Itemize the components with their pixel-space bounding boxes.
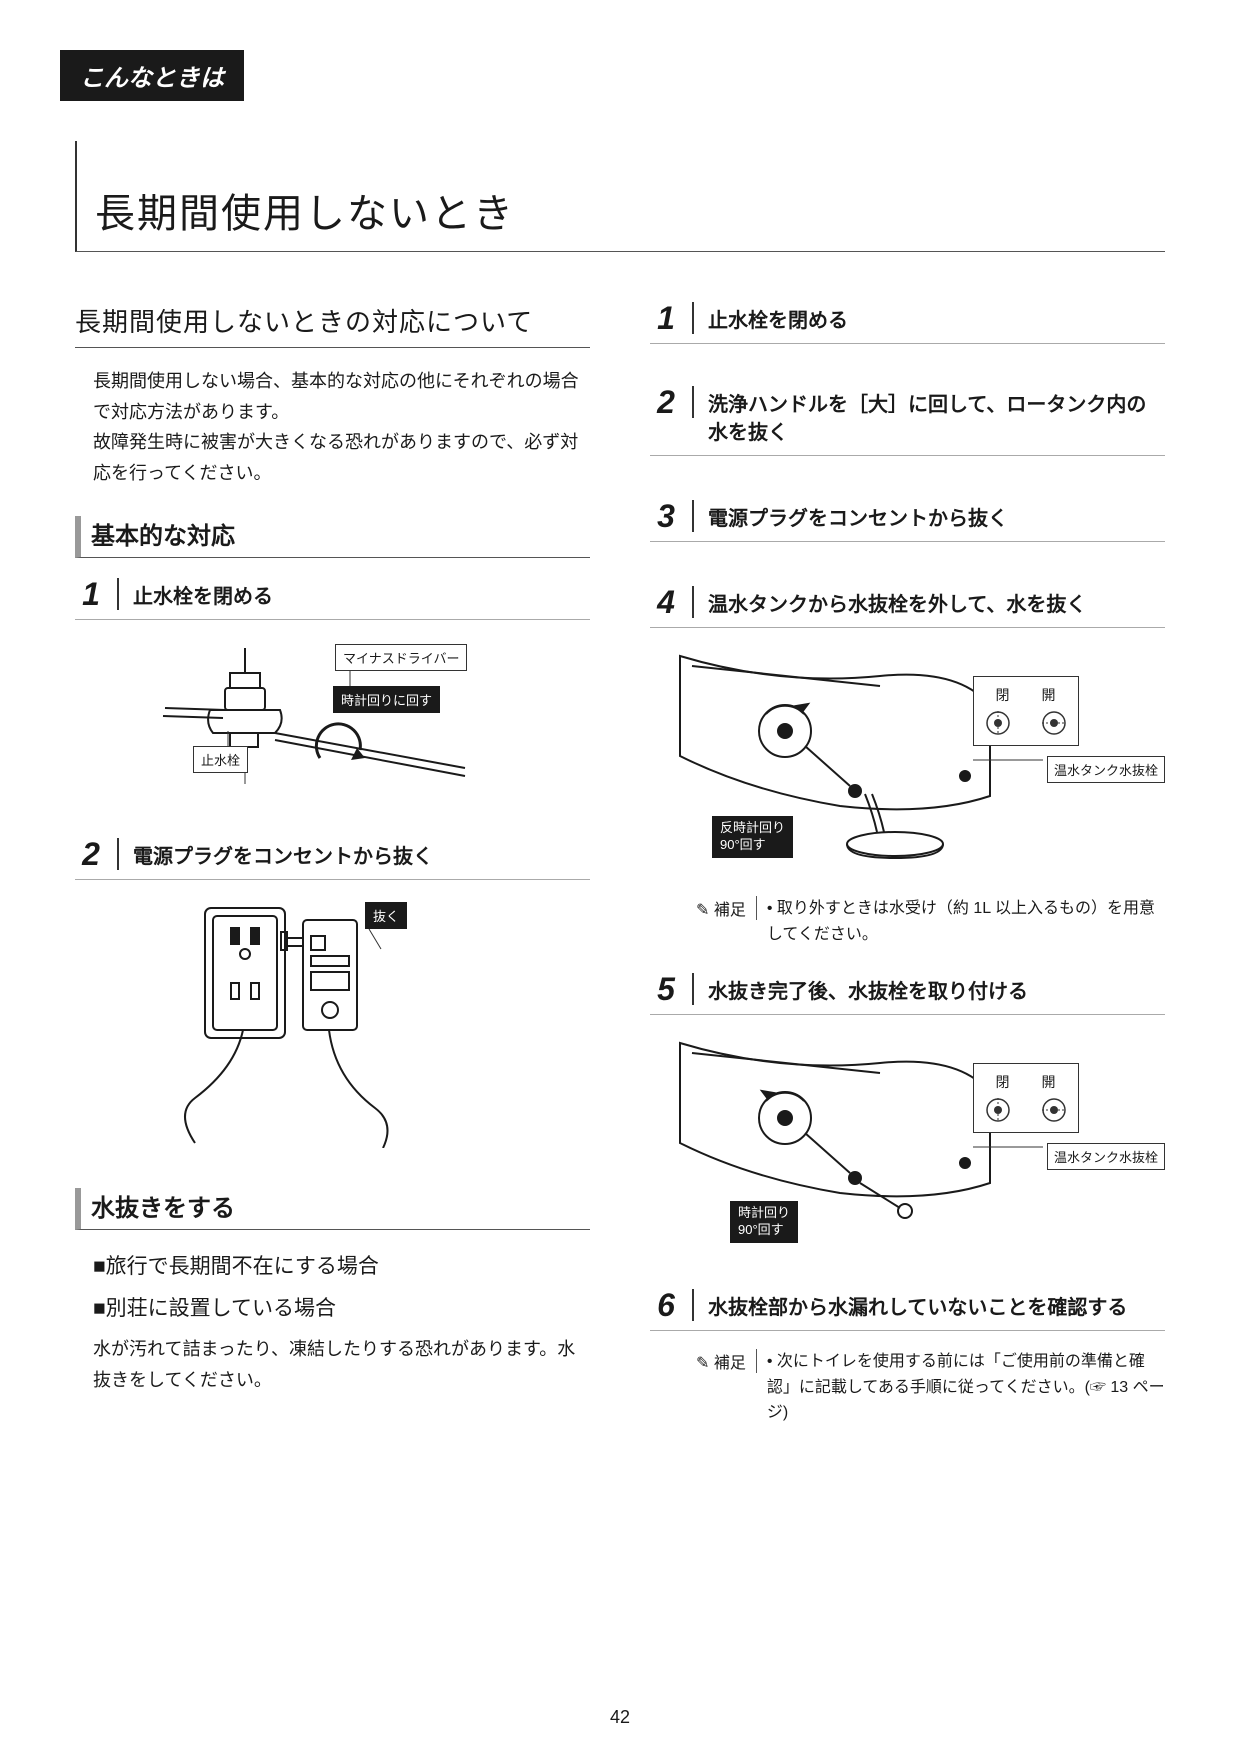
left-step-1: 1 止水栓を閉める [75,578,590,620]
header-tab: こんなときは [60,50,244,101]
title-container: 長期間使用しないとき [75,141,1165,252]
step-title: 温水タンクから水抜栓を外して、水を抜く [694,586,1086,621]
page-number: 42 [0,1707,1240,1728]
label-open: 開 [1042,1072,1056,1092]
step-title: 止水栓を閉める [119,578,273,613]
bullet-travel: ■旅行で長期間不在にする場合 [93,1250,590,1280]
right-column: 1 止水栓を閉める 2 洗浄ハンドルを［大］に回して、ロータンク内の水を抜く 3… [650,302,1165,1452]
drain-heading: 水抜きをする [75,1188,590,1230]
step-number: 2 [75,838,119,870]
intro-heading: 長期間使用しないときの対応について [75,302,590,348]
left-column: 長期間使用しないときの対応について 長期間使用しない場合、基本的な対応の他にそれ… [75,302,590,1452]
step-number: 5 [650,973,694,1005]
right-step-4: 4 温水タンクから水抜栓を外して、水を抜く [650,586,1165,628]
callout-drain-plug: 温水タンク水抜栓 [1047,1143,1165,1170]
right-step-6: 6 水抜栓部から水漏れしていないことを確認する [650,1289,1165,1331]
step-number: 4 [650,586,694,618]
open-close-panel: 閉 開 [973,676,1079,746]
drain-body: 水が汚れて詰まったり、凍結したりする恐れがあります。水抜きをしてください。 [93,1334,590,1395]
open-close-panel: 閉 開 [973,1063,1079,1133]
step-number: 2 [650,386,694,418]
step-title: 電源プラグをコンセントから抜く [694,500,1008,535]
two-column-layout: 長期間使用しないときの対応について 長期間使用しない場合、基本的な対応の他にそれ… [75,302,1165,1452]
right-step-1: 1 止水栓を閉める [650,302,1165,344]
page-title: 長期間使用しないとき [95,181,1165,239]
note-text: • 取り外すときは水受け（約 1L 以上入るもの）を用意してください。 [757,896,1165,947]
callout-rotate-ccw: 反時計回り 90°回す [712,816,793,858]
left-step-2: 2 電源プラグをコンセントから抜く [75,838,590,880]
callout-clockwise: 時計回りに回す [333,686,440,713]
callout-unplug: 抜く [365,902,407,929]
diagram-drain-attach: 時計回り 90°回す 閉 開 温水タンク水抜栓 [670,1033,1165,1243]
callout-rotate-cw: 時計回り 90°回す [730,1201,798,1243]
note-text: • 次にトイレを使用する前には「ご使用前の準備と確認」に記載してある手順に従って… [757,1349,1165,1426]
diagram-valve: マイナスドライバー 時計回りに回す 止水栓 [135,638,590,808]
valve-close-icon [984,709,1012,737]
step-title: 洗浄ハンドルを［大］に回して、ロータンク内の水を抜く [694,386,1165,449]
right-step-2: 2 洗浄ハンドルを［大］に回して、ロータンク内の水を抜く [650,386,1165,456]
label-open: 開 [1042,685,1056,705]
label-close: 閉 [996,1072,1010,1092]
intro-body: 長期間使用しない場合、基本的な対応の他にそれぞれの場合で対応方法があります。 故… [93,366,590,488]
callout-drain-plug: 温水タンク水抜栓 [1047,756,1165,783]
basic-response-heading: 基本的な対応 [75,516,590,558]
note-step6: ✎ 補足 • 次にトイレを使用する前には「ご使用前の準備と確認」に記載してある手… [696,1349,1165,1426]
step-number: 3 [650,500,694,532]
valve-open-icon [1040,709,1068,737]
step-title: 止水栓を閉める [694,302,848,337]
callout-stop-valve: 止水栓 [193,746,248,773]
right-step-3: 3 電源プラグをコンセントから抜く [650,500,1165,542]
diagram-plug: 抜く [135,898,590,1158]
diagram-drain-remove: 反時計回り 90°回す 閉 開 温水タンク水抜栓 [670,646,1165,866]
note-label-icon: ✎ 補足 [696,1349,757,1373]
step-number: 1 [650,302,694,334]
step-title: 水抜栓部から水漏れしていないことを確認する [694,1289,1127,1324]
right-step-5: 5 水抜き完了後、水抜栓を取り付ける [650,973,1165,1015]
note-label-icon: ✎ 補足 [696,896,757,920]
callout-screwdriver: マイナスドライバー [335,644,467,671]
step-number: 6 [650,1289,694,1321]
step-title: 水抜き完了後、水抜栓を取り付ける [694,973,1028,1008]
note-step4: ✎ 補足 • 取り外すときは水受け（約 1L 以上入るもの）を用意してください。 [696,896,1165,947]
valve-open-icon [1040,1096,1068,1124]
bullet-villa: ■別荘に設置している場合 [93,1292,590,1322]
step-number: 1 [75,578,119,610]
valve-close-icon [984,1096,1012,1124]
label-close: 閉 [996,685,1010,705]
step-title: 電源プラグをコンセントから抜く [119,838,433,873]
